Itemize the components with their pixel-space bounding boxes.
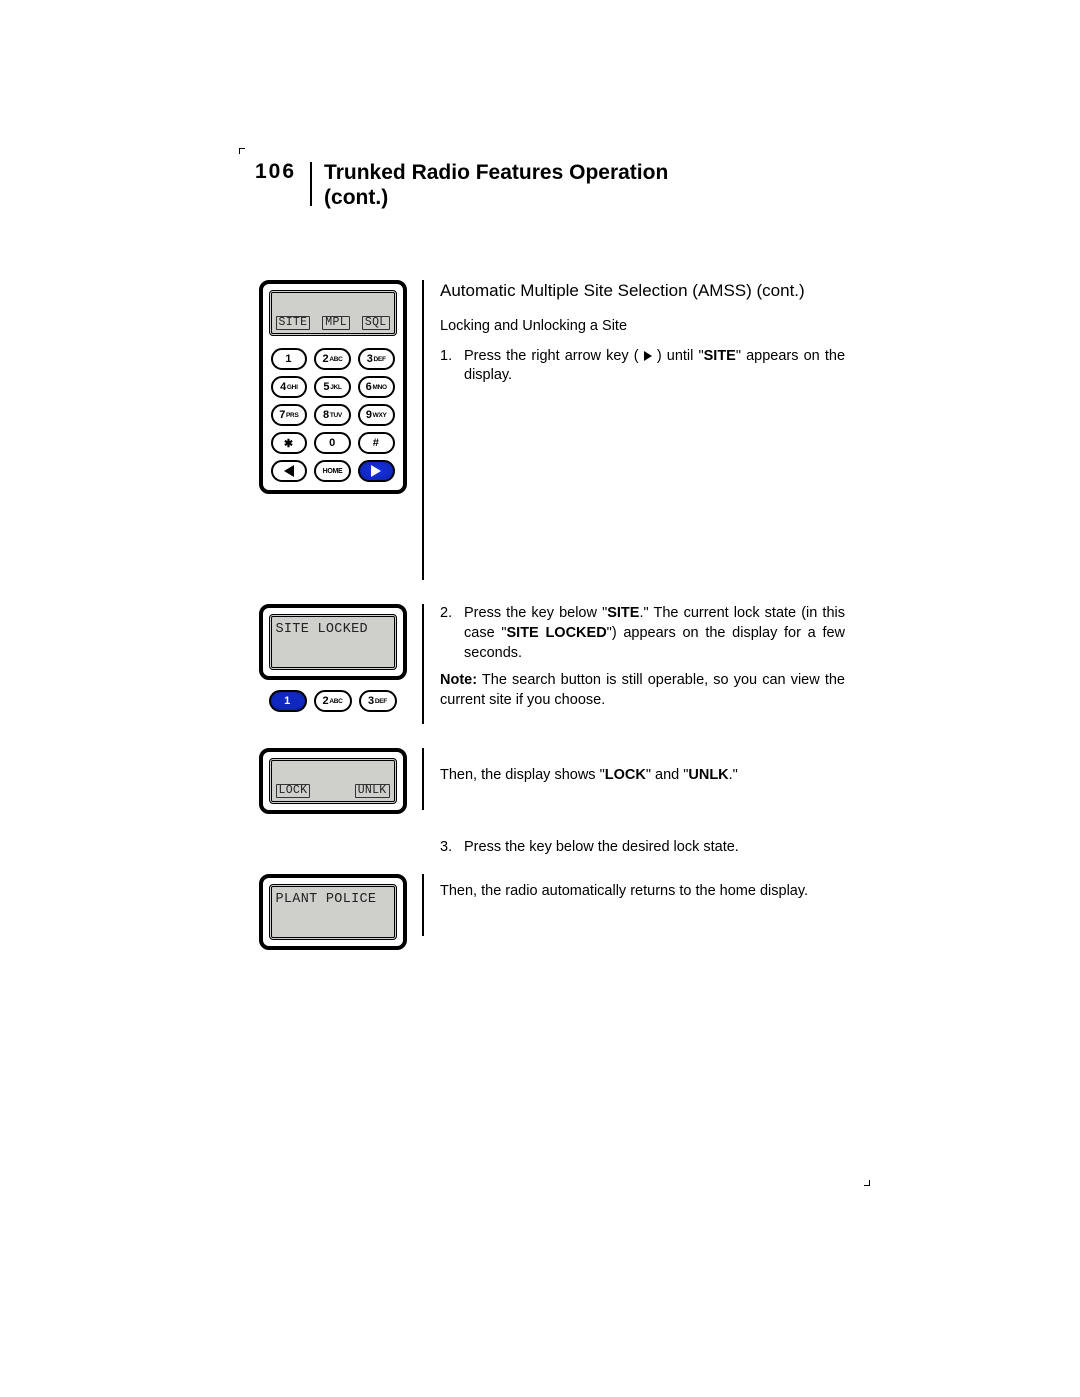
mini-key-2: 2ABC	[314, 690, 352, 712]
radio-figure-2: SITE LOCKED 1 2ABC 3DEF	[259, 604, 407, 712]
section-divider-3	[422, 748, 424, 810]
note-text: Note: The search button is still operabl…	[440, 671, 845, 710]
step-1-num: 1.	[440, 347, 464, 386]
radio-figure-3: LOCK UNLK	[259, 748, 407, 814]
radio-figure-4: PLANT POLICE	[259, 874, 407, 950]
key-7: 7PRS	[271, 404, 308, 426]
softkey-sql: SQL	[362, 316, 390, 330]
step-3-text: Press the key below the desired lock sta…	[464, 838, 845, 858]
key-arrow-right	[358, 460, 395, 482]
key-hash: #	[358, 432, 395, 454]
key-8: 8TUV	[314, 404, 351, 426]
step-1-text: Press the right arrow key ( ) until "SIT…	[464, 347, 845, 386]
softkey-unlk: UNLK	[355, 784, 390, 798]
step-2-num: 2.	[440, 604, 464, 663]
lcd-2: SITE LOCKED	[269, 614, 397, 670]
section-divider-1	[422, 280, 424, 580]
key-0: 0	[314, 432, 351, 454]
page-title-2: (cont.)	[324, 185, 668, 210]
lcd-3: LOCK UNLK	[269, 758, 397, 804]
crop-mark-br	[864, 1180, 870, 1186]
step-2-text: Press the key below "SITE." The current …	[464, 604, 845, 663]
key-1: 1	[271, 348, 308, 370]
key-9: 9WXY	[358, 404, 395, 426]
softkey-site: SITE	[276, 316, 311, 330]
lcd-4: PLANT POLICE	[269, 884, 397, 940]
section5-text: Then, the radio automatically returns to…	[440, 882, 845, 902]
softkey-lock: LOCK	[276, 784, 311, 798]
key-5: 5JKL	[314, 376, 351, 398]
amss-subhead: Automatic Multiple Site Selection (AMSS)…	[440, 280, 845, 303]
key-6: 6MNO	[358, 376, 395, 398]
key-2: 2ABC	[314, 348, 351, 370]
mini-key-3: 3DEF	[359, 690, 397, 712]
key-4: 4GHI	[271, 376, 308, 398]
section-divider-2	[422, 604, 424, 724]
key-star: ✱	[271, 432, 308, 454]
crop-mark-tl	[239, 148, 245, 154]
lcd-1: SITE MPL SQL	[269, 290, 397, 336]
right-arrow-icon	[644, 351, 652, 361]
page-header: 106 Trunked Radio Features Operation (co…	[255, 160, 845, 210]
mini-key-1: 1	[269, 690, 307, 712]
softkey-mpl: MPL	[322, 316, 350, 330]
step-3-num: 3.	[440, 838, 464, 858]
lock-unlock-subhead: Locking and Unlocking a Site	[440, 317, 845, 337]
section3-text: Then, the display shows "LOCK" and "UNLK…	[440, 766, 845, 786]
page-title-1: Trunked Radio Features Operation	[324, 160, 668, 185]
key-3: 3DEF	[358, 348, 395, 370]
section-divider-5	[422, 874, 424, 936]
key-arrow-left	[271, 460, 308, 482]
key-home: HOME	[314, 460, 351, 482]
page-number: 106	[255, 160, 310, 184]
keypad-1: 1 2ABC 3DEF 4GHI 5JKL 6MNO 7PRS 8TUV 9WX…	[269, 344, 397, 484]
radio-figure-1: SITE MPL SQL 1 2ABC 3DEF 4GHI 5JKL 6MNO	[259, 280, 407, 494]
